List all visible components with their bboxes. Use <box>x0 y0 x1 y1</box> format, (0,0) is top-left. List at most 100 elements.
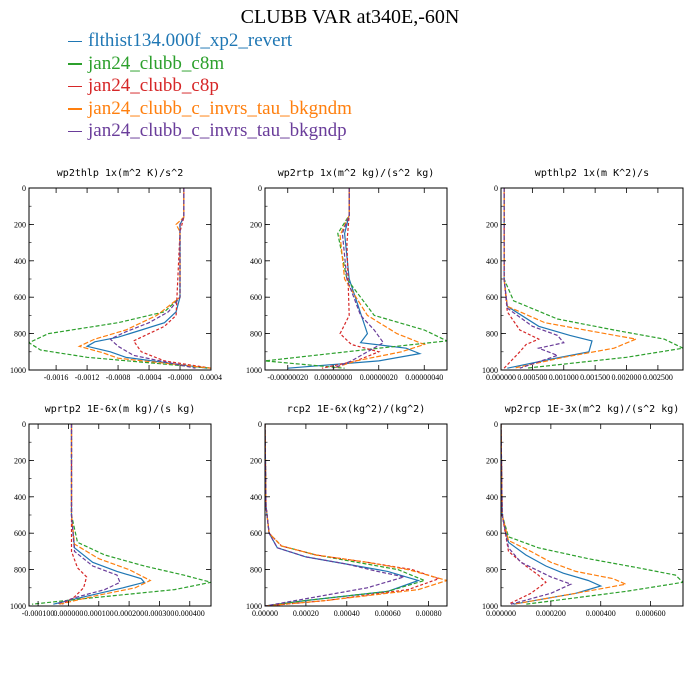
x-tick-label: -0.00000020 <box>267 373 308 382</box>
x-tick-label: 0.001000 <box>549 373 579 382</box>
y-tick-label: 200 <box>486 456 498 465</box>
y-tick-label: 200 <box>14 220 26 229</box>
series-line <box>132 188 211 369</box>
y-tick-label: 400 <box>486 493 498 502</box>
series-line <box>265 188 447 369</box>
x-tick-label: 0.000200 <box>536 609 566 618</box>
y-tick-label: 0 <box>258 184 262 193</box>
y-tick-label: 400 <box>14 257 26 266</box>
x-tick-label: 0.002500 <box>643 373 673 382</box>
y-tick-label: 800 <box>486 330 498 339</box>
series-line <box>62 424 88 605</box>
y-tick-label: 0 <box>22 420 26 429</box>
y-tick-label: 800 <box>250 566 262 575</box>
y-tick-label: 200 <box>14 456 26 465</box>
legend-item-1: flthist134.000f_xp2_revert <box>68 30 352 53</box>
y-tick-label: 1000 <box>482 602 498 611</box>
y-tick-label: 0 <box>258 420 262 429</box>
x-tick-label: 0.000200 <box>114 609 144 618</box>
x-tick-label: 0.000400 <box>175 609 205 618</box>
x-tick-label: -0.0004 <box>137 373 162 382</box>
panel-title: wp2rcp 1E-3x(m^2 kg)/(s^2 kg) <box>505 404 680 415</box>
y-tick-label: 800 <box>14 566 26 575</box>
series-line <box>321 188 381 369</box>
series-line <box>265 424 405 606</box>
legend-label: jan24_clubb_c8p <box>88 75 219 96</box>
series-line <box>56 424 121 605</box>
legend-item-3: jan24_clubb_c8p <box>68 75 352 98</box>
y-tick-label: 400 <box>250 257 262 266</box>
x-tick-label: 0.000000 <box>486 609 516 618</box>
panel-title: rcp2 1E-6x(kg^2)/(kg^2) <box>287 404 425 415</box>
series-line <box>503 188 541 369</box>
series-line <box>77 188 211 369</box>
panel-title: wp2rtp 1x(m^2 kg)/(s^2 kg) <box>278 168 435 179</box>
series-line <box>503 188 565 369</box>
y-tick-label: 0 <box>494 184 498 193</box>
panel-title: wprtp2 1E-6x(m kg)/(s kg) <box>45 404 196 415</box>
legend-item-4: jan24_clubb_c_invrs_tau_bkgndm <box>68 98 352 121</box>
y-tick-label: 600 <box>486 293 498 302</box>
y-tick-label: 1000 <box>246 366 262 375</box>
x-tick-label: 0.0004 <box>200 373 222 382</box>
series-line <box>503 188 683 369</box>
series-line <box>29 188 211 369</box>
legend-swatch <box>68 108 82 110</box>
legend-label: jan24_clubb_c8m <box>88 52 225 74</box>
series-line <box>333 188 385 369</box>
y-tick-label: 600 <box>250 293 262 302</box>
y-tick-label: 600 <box>14 293 26 302</box>
legend-label: jan24_clubb_c_invrs_tau_bkgndp <box>88 120 347 141</box>
y-tick-label: 1000 <box>10 602 26 611</box>
page-title: CLUBB VAR at340E,-60N <box>240 6 460 28</box>
y-tick-label: 200 <box>250 220 262 229</box>
series-line <box>501 424 683 605</box>
series-line <box>53 424 146 605</box>
y-tick-label: 800 <box>250 330 262 339</box>
x-tick-label: 0.000500 <box>517 373 547 382</box>
panel-title: wpthlp2 1x(m K^2)/s <box>535 168 649 179</box>
legend-swatch <box>68 130 82 133</box>
x-tick-label: -0.000100 <box>22 609 55 618</box>
x-tick-label: 0.00000 <box>252 609 278 618</box>
y-tick-label: 0 <box>494 420 498 429</box>
x-tick-label: 0.00000020 <box>360 373 398 382</box>
x-tick-label: 0.000000 <box>486 373 516 382</box>
x-tick-label: 0.000600 <box>636 609 666 618</box>
legend-swatch <box>68 40 82 43</box>
y-tick-label: 0 <box>22 184 26 193</box>
y-tick-label: 600 <box>486 529 498 538</box>
x-tick-label: 0.00060 <box>375 609 401 618</box>
series-line <box>265 424 421 606</box>
x-tick-label: -0.0012 <box>75 373 100 382</box>
legend-label: flthist134.000f_xp2_revert <box>88 30 293 51</box>
y-tick-label: 400 <box>250 493 262 502</box>
y-tick-label: 800 <box>14 330 26 339</box>
series-line <box>501 424 547 605</box>
legend-label: jan24_clubb_c_invrs_tau_bkgndm <box>88 97 352 119</box>
y-tick-label: 200 <box>250 456 262 465</box>
plot-frame <box>264 423 448 607</box>
series-line <box>287 188 422 369</box>
y-tick-label: 1000 <box>482 366 498 375</box>
series-line <box>109 188 196 369</box>
series-line <box>265 424 447 606</box>
x-tick-label: 0.000100 <box>84 609 114 618</box>
series-line <box>265 424 427 606</box>
legend-item-2: jan24_clubb_c8m <box>68 53 352 76</box>
x-tick-label: -0.0008 <box>106 373 131 382</box>
legend-item-5: jan24_clubb_c_invrs_tau_bkgndp <box>68 120 352 143</box>
x-tick-label: 0.00000000 <box>314 373 352 382</box>
series-line <box>333 188 427 369</box>
x-tick-label: 0.000400 <box>586 609 616 618</box>
y-tick-label: 600 <box>14 529 26 538</box>
legend-swatch <box>68 63 82 65</box>
x-tick-label: 0.00080 <box>416 609 442 618</box>
plot-frame <box>500 423 684 607</box>
series-line <box>501 424 628 605</box>
x-tick-label: -0.0016 <box>44 373 69 382</box>
x-tick-label: 0.002000 <box>612 373 642 382</box>
y-tick-label: 600 <box>250 529 262 538</box>
series-line <box>503 188 639 369</box>
